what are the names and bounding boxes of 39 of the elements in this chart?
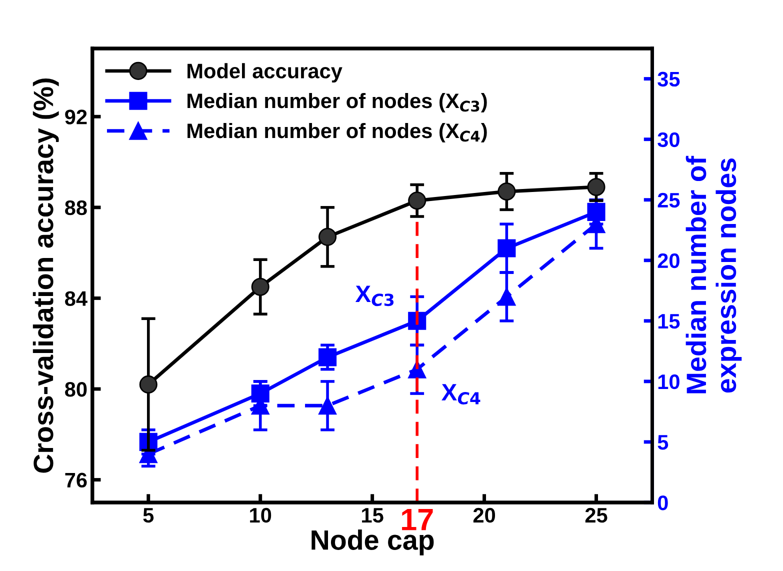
point [139, 375, 158, 394]
x-axis-title: Node cap [312, 530, 434, 556]
x-tick-label: 5 [143, 508, 154, 523]
x-tick-label: 20 [473, 508, 496, 523]
point [318, 228, 337, 246]
legend-label: Model accuracy [188, 63, 342, 83]
point [587, 202, 606, 221]
y-tick-label: 84 [65, 291, 88, 306]
point [587, 178, 606, 196]
y-tick-label: 80 [65, 382, 87, 397]
y2-tick-label: 15 [658, 314, 680, 329]
x-tick-label: 25 [585, 508, 608, 523]
point [251, 278, 270, 296]
y-tick-label: 92 [65, 110, 87, 124]
annotation: X$_{C4}$ [442, 384, 480, 404]
point [318, 348, 337, 366]
point [498, 288, 516, 306]
y2-tick-label: 30 [658, 132, 680, 148]
point [498, 239, 516, 258]
point [498, 182, 516, 201]
legend-label: Median number of nodes (X$_{C3}$) [188, 92, 487, 112]
x-tick-label: 15 [362, 508, 384, 523]
y2-tick-label: 25 [658, 192, 680, 208]
y2-tick-label: 10 [658, 374, 680, 390]
y2-tick-label: 0 [658, 495, 668, 510]
annotation: X$_{C3}$ [355, 286, 394, 306]
y-tick-label: 88 [65, 200, 87, 216]
y2-axis-title: Median number of expression nodes [686, 156, 742, 394]
y-tick-label: 76 [65, 472, 87, 488]
y2-tick-label: 35 [658, 72, 680, 87]
point [408, 192, 426, 210]
point [318, 396, 337, 415]
y2-tick-label: 5 [658, 435, 668, 450]
x-tick-label: 10 [250, 508, 272, 523]
y-axis-title: Cross-validation accuracy (%) [32, 78, 59, 473]
point [251, 384, 270, 403]
y2-tick-label: 20 [658, 253, 680, 268]
ref-line-label: 17 [402, 509, 433, 530]
legend-label: Median number of nodes (X$_{C4}$) [188, 122, 487, 142]
